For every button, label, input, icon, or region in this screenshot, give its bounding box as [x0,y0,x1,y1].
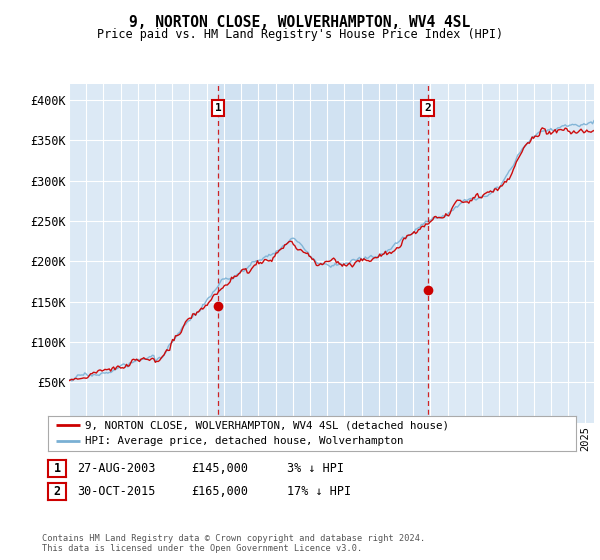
Bar [218,84,428,423]
Text: 3% ↓ HPI: 3% ↓ HPI [287,462,344,475]
Text: 1: 1 [215,103,221,113]
Text: 2: 2 [53,485,61,498]
Text: 9, NORTON CLOSE, WOLVERHAMPTON, WV4 4SL: 9, NORTON CLOSE, WOLVERHAMPTON, WV4 4SL [130,15,470,30]
Text: 2: 2 [424,103,431,113]
Text: Contains HM Land Registry data © Crown copyright and database right 2024.
This d: Contains HM Land Registry data © Crown c… [42,534,425,553]
Text: 27-AUG-2003: 27-AUG-2003 [77,462,155,475]
Text: £145,000: £145,000 [191,462,248,475]
Text: HPI: Average price, detached house, Wolverhampton: HPI: Average price, detached house, Wolv… [85,436,403,446]
Text: 1: 1 [53,462,61,475]
Text: 30-OCT-2015: 30-OCT-2015 [77,485,155,498]
Text: 17% ↓ HPI: 17% ↓ HPI [287,485,351,498]
Text: Price paid vs. HM Land Registry's House Price Index (HPI): Price paid vs. HM Land Registry's House … [97,28,503,41]
Text: 9, NORTON CLOSE, WOLVERHAMPTON, WV4 4SL (detached house): 9, NORTON CLOSE, WOLVERHAMPTON, WV4 4SL … [85,421,449,431]
Text: £165,000: £165,000 [191,485,248,498]
